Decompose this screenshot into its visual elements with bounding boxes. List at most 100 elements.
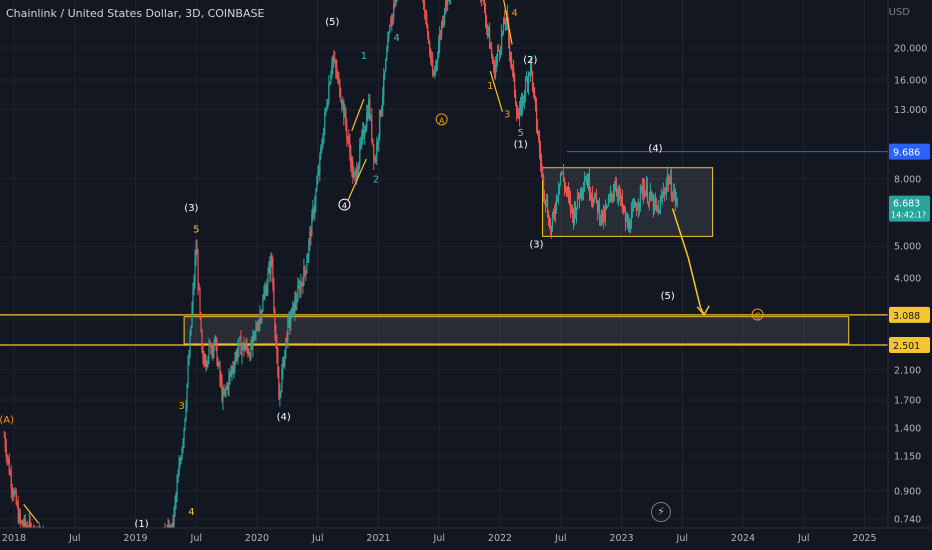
- candle-body: [227, 385, 229, 390]
- candle-body: [271, 255, 273, 266]
- candle-body: [236, 352, 238, 358]
- candle-body: [391, 15, 393, 27]
- candle-body: [268, 265, 270, 273]
- candle-body: [205, 362, 207, 366]
- candle-body: [220, 378, 222, 382]
- candle-body: [322, 142, 324, 147]
- candle-body: [250, 343, 252, 359]
- candle-body: [491, 48, 493, 56]
- candle-body: [238, 337, 240, 349]
- candle-body: [542, 175, 545, 194]
- candle-body: [517, 117, 520, 119]
- candle-body: [652, 197, 654, 212]
- lightning-icon[interactable]: ⚡: [651, 502, 671, 522]
- wave-line: [503, 0, 513, 45]
- candle-body: [610, 192, 613, 195]
- candle-body: [588, 176, 591, 195]
- candle-body: [490, 48, 492, 50]
- candle-body: [526, 79, 529, 86]
- candle-body: [291, 307, 293, 319]
- candle-body: [228, 375, 230, 390]
- candle-body: [537, 133, 540, 139]
- candle-body: [521, 95, 524, 112]
- candle-body: [668, 181, 670, 185]
- x-tick-label: 2021: [366, 533, 390, 544]
- candle-body: [221, 381, 223, 401]
- candle-body: [375, 158, 377, 161]
- wave-label: (1): [134, 519, 148, 530]
- candle-body: [260, 313, 262, 319]
- candle-body: [383, 74, 385, 96]
- candle-body: [314, 204, 316, 214]
- candle-body: [582, 188, 585, 191]
- candle-body: [174, 500, 176, 509]
- candle-body: [354, 174, 356, 176]
- candle-body: [279, 392, 281, 400]
- candle-body: [222, 392, 224, 401]
- candle-body: [442, 22, 444, 25]
- candle-body: [217, 363, 219, 366]
- candle-body: [293, 303, 295, 314]
- candle-body: [565, 187, 568, 192]
- wave-label: (1): [514, 140, 528, 151]
- price-tag: [889, 143, 930, 160]
- candle-body: [280, 390, 282, 393]
- candle-body: [661, 195, 663, 197]
- candle-body: [585, 179, 588, 181]
- wave-line: [23, 503, 39, 524]
- candle-body: [365, 127, 367, 133]
- candle-body: [636, 207, 639, 211]
- y-tick-label: 20.000: [894, 44, 927, 55]
- candle-body: [562, 173, 565, 181]
- candle-body: [557, 190, 560, 198]
- candle-body: [536, 125, 539, 134]
- candle-body: [504, 22, 507, 25]
- candle-body: [618, 190, 621, 193]
- candle-body: [287, 319, 289, 341]
- candle-body: [659, 199, 661, 214]
- candle-body: [432, 59, 434, 75]
- candle-body: [6, 456, 8, 458]
- candle-body: [363, 129, 365, 137]
- candle-body: [576, 192, 579, 208]
- candle-body: [278, 376, 280, 400]
- candle-body: [489, 28, 491, 49]
- candle-body: [514, 93, 517, 104]
- candle-body: [516, 114, 519, 118]
- candle-body: [612, 192, 615, 198]
- candle-body: [374, 159, 376, 161]
- candle-body: [175, 494, 177, 501]
- candle-body: [193, 281, 195, 290]
- y-tick-label: 1.400: [894, 423, 921, 434]
- candle-body: [285, 337, 287, 350]
- candle-body: [644, 191, 647, 197]
- candle-body: [591, 195, 594, 200]
- candle-body: [19, 512, 21, 522]
- wave-label: (4): [277, 412, 291, 423]
- candle-body: [255, 327, 257, 332]
- x-tick-label: 2019: [123, 533, 147, 544]
- candle-body: [190, 326, 192, 335]
- candle-body: [18, 512, 20, 522]
- candle-body: [628, 220, 631, 229]
- y-tick-label: 4.000: [894, 273, 921, 284]
- candle-body: [373, 144, 375, 160]
- wave-line: [351, 98, 365, 132]
- x-tick-label: Jul: [676, 533, 688, 544]
- candle-body: [393, 3, 395, 16]
- candle-body: [9, 473, 11, 475]
- currency-label: USD: [888, 7, 910, 18]
- candle-body: [298, 286, 300, 288]
- candle-body: [194, 258, 196, 282]
- candle-body: [598, 203, 601, 220]
- candle-body: [601, 209, 604, 222]
- wave-label-circle: [435, 113, 448, 126]
- candle-body: [186, 384, 188, 406]
- candle-body: [350, 152, 352, 168]
- candle-body: [499, 49, 502, 53]
- candle-body: [356, 169, 358, 178]
- candle-body: [202, 352, 204, 357]
- wave-label: 1: [487, 81, 493, 92]
